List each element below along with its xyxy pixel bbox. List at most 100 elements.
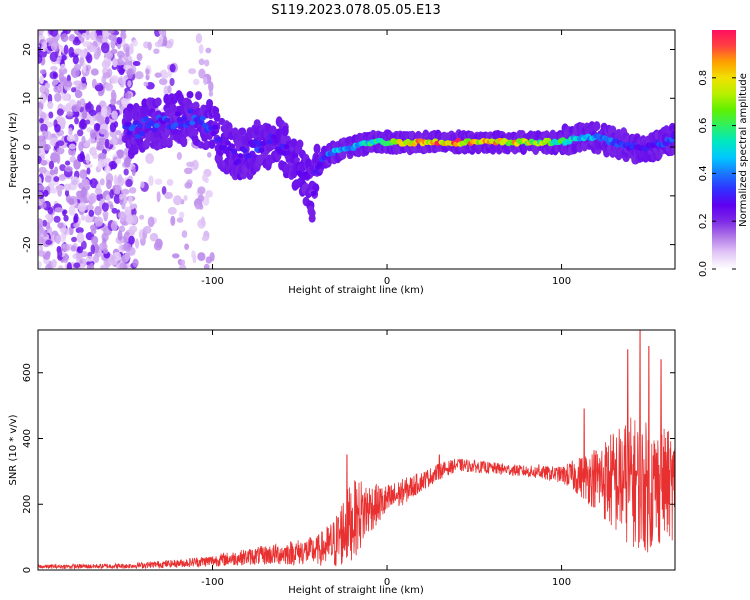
noise-blob [58, 117, 66, 127]
noise-blob [111, 110, 118, 120]
noise-blob [63, 30, 71, 35]
ridge-core [266, 139, 273, 145]
noise-blob [58, 265, 64, 269]
noise-blob [75, 227, 84, 234]
noise-blob [105, 194, 111, 202]
noise-blob [57, 83, 64, 93]
noise-blob [121, 202, 126, 210]
snr-ticks: -100 0 100 0 200 400 600 [22, 330, 675, 588]
y-tick-label: 0 [22, 567, 33, 573]
noise-blob [52, 72, 57, 79]
noise-blob [70, 87, 77, 93]
noise-blob [119, 263, 124, 269]
noise-blob [82, 110, 88, 119]
ridge-core [222, 148, 229, 154]
ridge-core [124, 121, 131, 127]
noise-blob [64, 80, 73, 88]
noise-blob [46, 37, 55, 44]
noise-blob [53, 176, 60, 183]
noise-blob [77, 153, 86, 163]
noise-blob [68, 143, 76, 150]
ridge-core [231, 148, 238, 155]
snr-ylabel: SNR (10 * v/v) [8, 414, 19, 485]
snr-panel: -100 0 100 0 200 400 600 Height of straight li… [8, 329, 676, 596]
colorbar-tick-label: 0.8 [698, 70, 709, 86]
noise-blob [43, 143, 51, 151]
noise-blob [125, 46, 130, 57]
ridge-core [285, 150, 292, 156]
noise-blob [140, 181, 145, 189]
noise-blob [113, 121, 119, 128]
colorbar-gradient [712, 30, 736, 269]
noise-blob [101, 202, 109, 212]
ridge-core [241, 147, 248, 153]
noise-blob [80, 187, 87, 199]
noise-blob [60, 63, 66, 70]
noise-blob [114, 184, 121, 193]
noise-blob [95, 84, 104, 92]
x-tick-label: -100 [201, 276, 224, 287]
noise-blob [121, 32, 127, 40]
ridge-halo [281, 125, 289, 137]
noise-blob [208, 81, 214, 92]
ridge-core [180, 115, 187, 121]
noise-blob [60, 33, 69, 43]
noise-blob [156, 191, 161, 203]
noise-blob [93, 243, 100, 254]
noise-blob [128, 187, 137, 194]
noise-blob [90, 224, 98, 231]
noise-blob [58, 174, 67, 181]
ridge-halo [186, 91, 194, 99]
noise-blob [128, 195, 133, 205]
noise-blob [90, 244, 96, 255]
noise-blob [43, 189, 49, 197]
noise-blob [195, 203, 200, 210]
ridge-core [210, 130, 217, 137]
noise-blob [117, 174, 123, 184]
noise-blob [76, 100, 81, 111]
noise-blob [38, 261, 42, 269]
noise-blob [154, 178, 163, 185]
noise-blob [96, 145, 105, 151]
noise-blob [88, 45, 97, 53]
noise-blob [119, 193, 124, 200]
spectrogram-xlabel: Height of straight line (km) [288, 285, 424, 296]
noise-blob [77, 82, 87, 91]
noise-blob [197, 186, 206, 195]
noise-blob [74, 90, 83, 99]
noise-blob [147, 41, 152, 51]
noise-blob [53, 215, 61, 223]
y-tick-label: 20 [22, 43, 33, 56]
noise-blob [49, 188, 58, 194]
ridge-halo [290, 138, 298, 148]
noise-blob [145, 153, 155, 165]
noise-blob [38, 227, 45, 234]
noise-blob [112, 58, 118, 66]
noise-blob [201, 235, 209, 242]
noise-blob [100, 42, 110, 54]
noise-blob [63, 183, 72, 191]
noise-blob [98, 152, 107, 160]
noise-blob [207, 152, 212, 158]
noise-blob [70, 245, 77, 252]
figure-title: S119.2023.078.05.05.E13 [271, 3, 440, 18]
noise-blob [153, 48, 160, 55]
noise-blob [45, 263, 52, 269]
noise-blob [68, 197, 75, 206]
noise-blob [183, 167, 193, 175]
noise-blob [79, 118, 87, 129]
noise-blob [96, 35, 104, 43]
ridge-core [201, 122, 208, 128]
y-tick-label: 200 [22, 495, 33, 514]
ridge-core [317, 161, 324, 167]
noise-blob [102, 71, 111, 79]
x-tick-label: 0 [384, 276, 390, 287]
noise-blob [127, 80, 132, 88]
noise-blob [101, 60, 111, 69]
noise-blob [203, 263, 210, 269]
ridge-core [199, 115, 206, 121]
noise-blob [124, 206, 132, 216]
noise-blob [128, 235, 135, 245]
colorbar-tick-label: 0.4 [698, 165, 709, 181]
noise-blob [120, 188, 130, 195]
